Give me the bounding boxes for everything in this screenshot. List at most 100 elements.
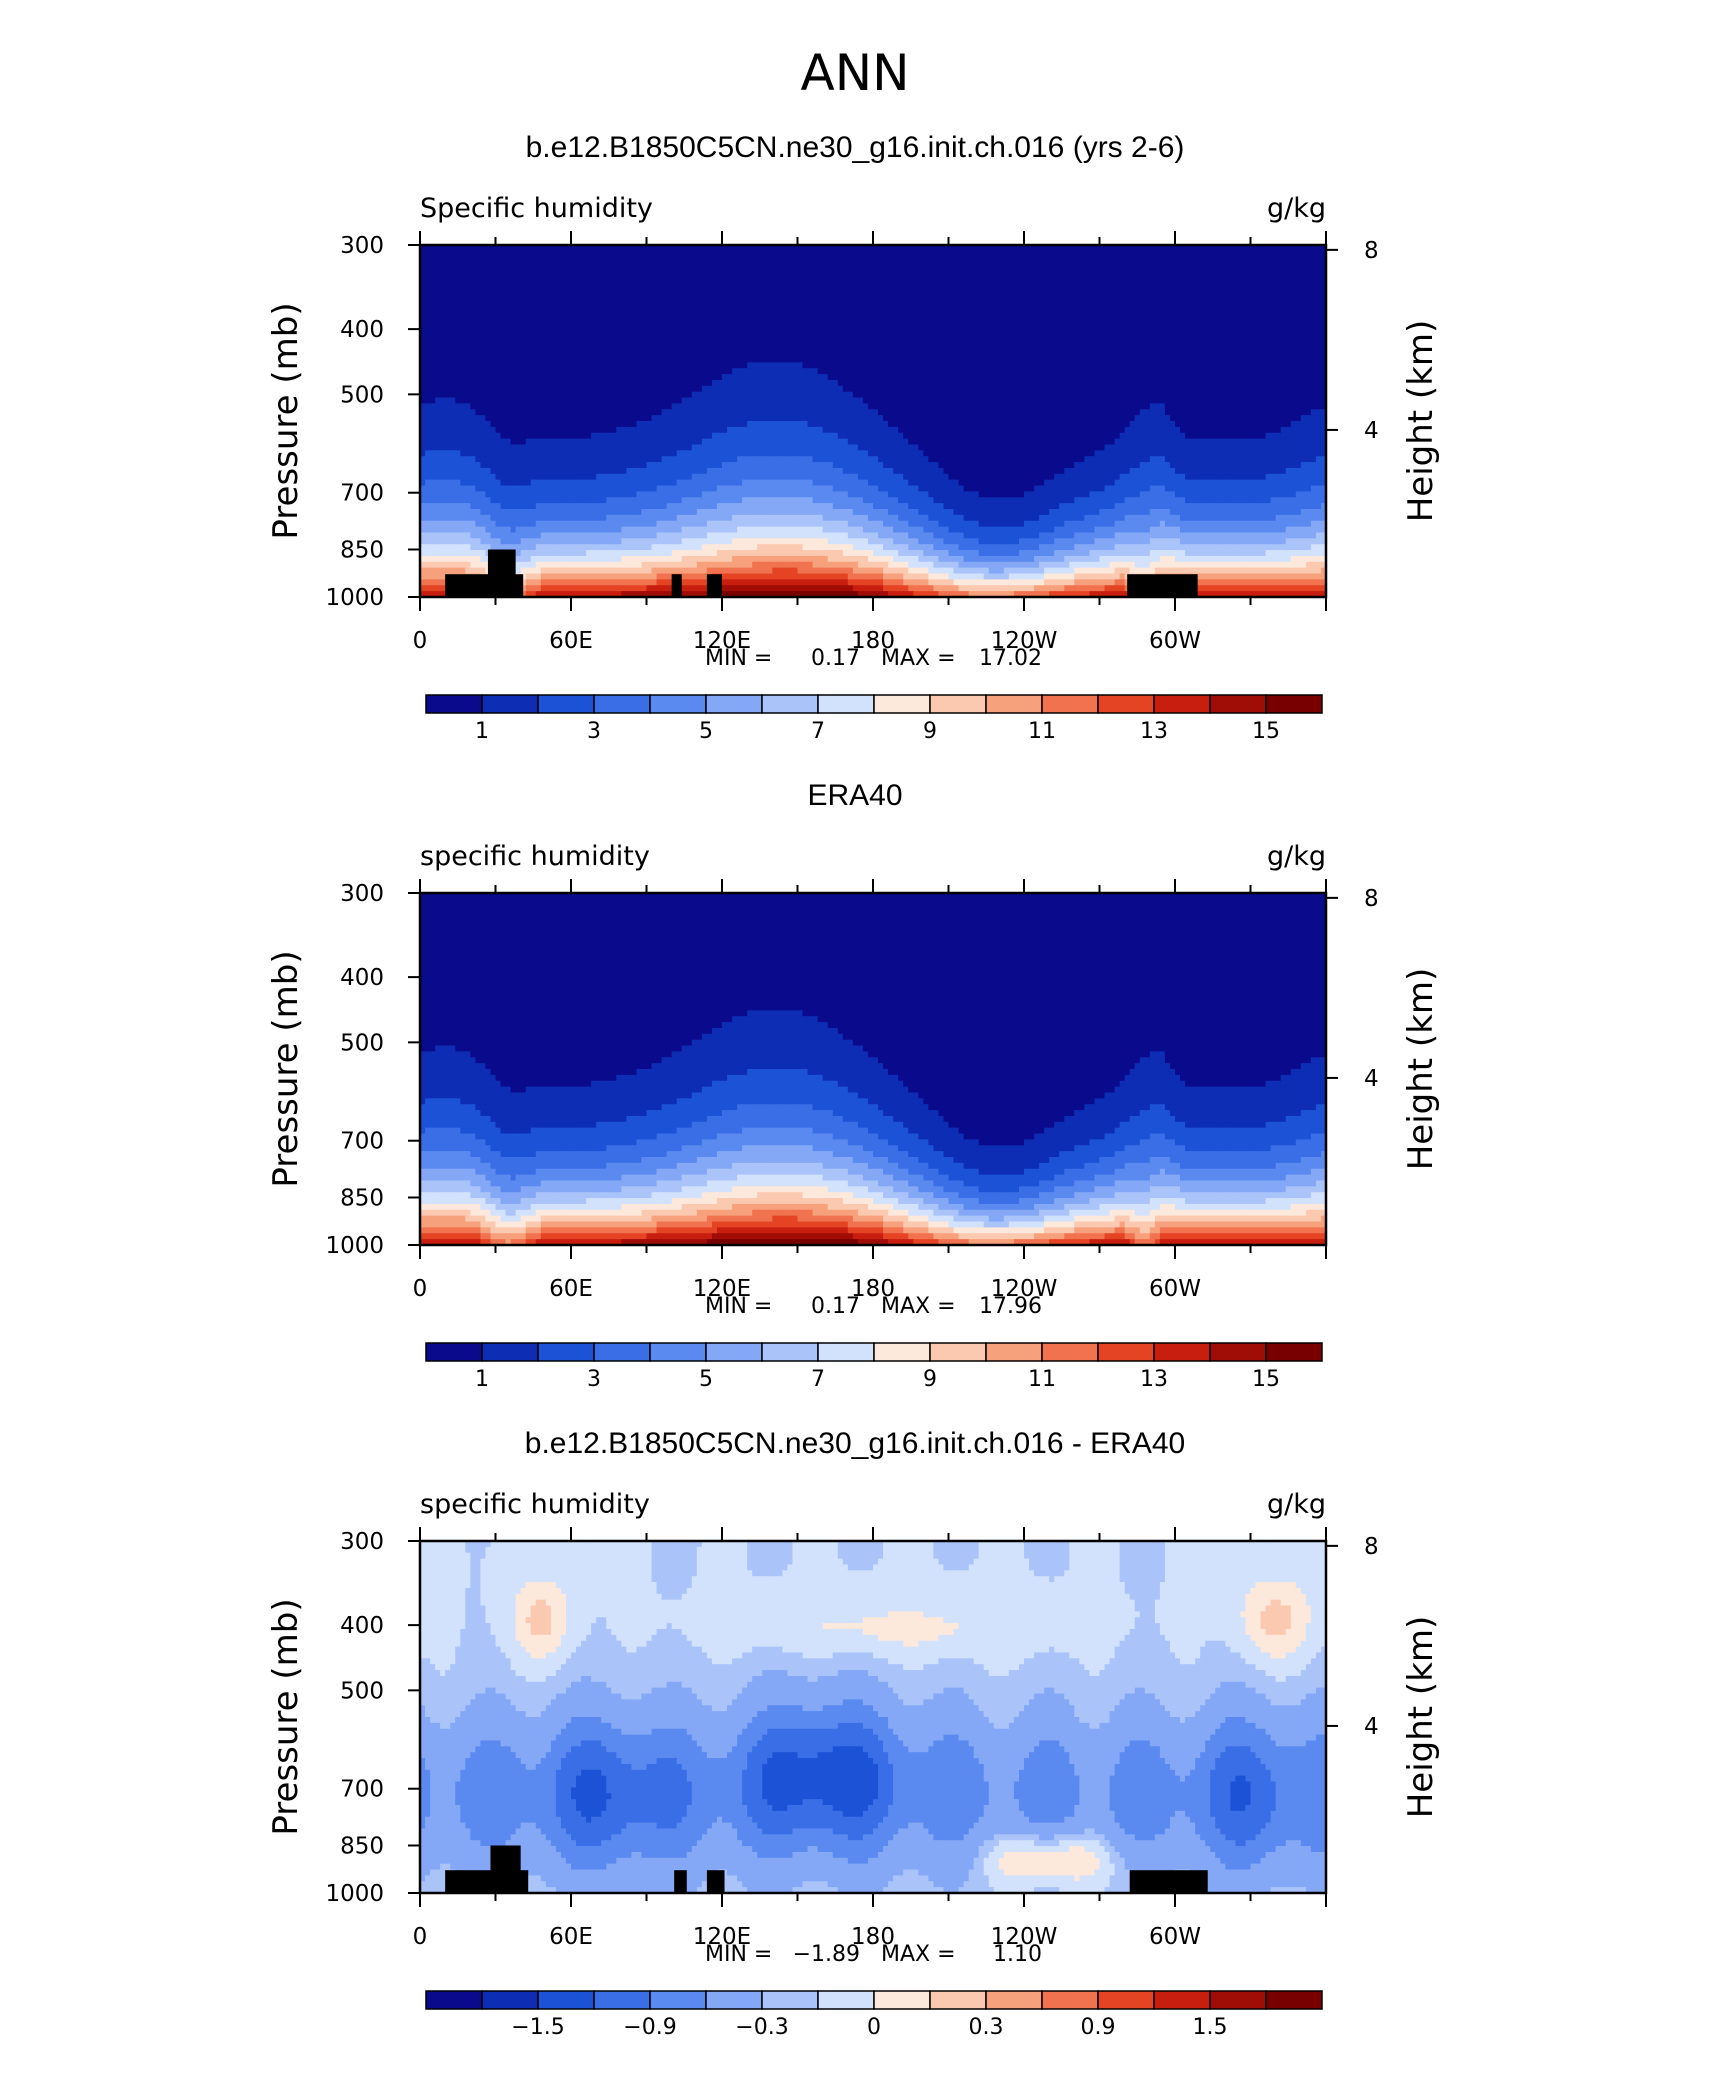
contour-cell <box>782 250 789 258</box>
contour-cell <box>666 321 673 328</box>
contour-cell <box>732 379 738 387</box>
contour-cell <box>1084 333 1091 340</box>
contour-cell <box>1099 333 1106 340</box>
contour-cell <box>1200 368 1206 375</box>
contour-cell <box>1003 368 1010 375</box>
contour-cell <box>1154 338 1161 346</box>
contour-cell <box>933 274 940 281</box>
contour-cell <box>1255 321 1262 328</box>
contour-cell <box>1305 397 1312 404</box>
contour-cell <box>656 315 663 322</box>
contour-cell <box>1109 297 1116 305</box>
contour-cell <box>862 245 869 252</box>
contour-cell <box>1119 297 1126 305</box>
contour-cell <box>913 286 919 293</box>
contour-cell <box>1129 356 1136 363</box>
contour-cell <box>651 280 658 287</box>
contour-cell <box>1305 344 1312 352</box>
contour-cell <box>807 303 814 311</box>
contour-cell <box>1190 262 1196 270</box>
contour-cell <box>1195 391 1201 399</box>
contour-cell <box>1018 362 1025 369</box>
contour-cell <box>867 385 874 393</box>
contour-cell <box>1220 268 1226 275</box>
contour-cell <box>822 291 829 299</box>
contour-cell <box>596 391 602 399</box>
contour-cell <box>898 268 904 275</box>
contour-cell <box>737 362 743 369</box>
contour-cell <box>1230 385 1236 393</box>
contour-cell <box>772 374 778 381</box>
contour-cell <box>1230 256 1236 264</box>
contour-cell <box>1235 379 1242 387</box>
contour-cell <box>928 333 934 340</box>
contour-cell <box>757 374 763 381</box>
contour-cell <box>550 256 557 264</box>
contour-cell <box>596 327 602 334</box>
contour-cell <box>933 286 940 293</box>
contour-cell <box>1265 374 1272 381</box>
contour-cell <box>656 338 663 346</box>
contour-cell <box>571 291 577 299</box>
contour-cell <box>661 368 668 375</box>
contour-cell <box>827 286 834 293</box>
contour-cell <box>571 362 577 369</box>
contour-cell <box>777 350 783 358</box>
contour-cell <box>973 344 980 352</box>
contour-cell <box>1134 291 1141 299</box>
contour-cell <box>812 309 819 316</box>
contour-cell <box>581 268 587 275</box>
contour-cell <box>973 321 980 328</box>
contour-cell <box>701 268 708 275</box>
contour-cell <box>792 362 799 369</box>
contour-cell <box>1018 391 1025 399</box>
contour-cell <box>837 321 844 328</box>
contour-cell <box>893 291 899 299</box>
contour-cell <box>1215 379 1221 387</box>
contour-cell <box>435 297 441 305</box>
contour-cell <box>1265 356 1272 363</box>
contour-cell <box>923 397 929 404</box>
contour-cell <box>1315 350 1322 358</box>
contour-cell <box>1205 338 1211 346</box>
contour-cell <box>727 262 733 270</box>
contour-cell <box>701 297 708 305</box>
contour-cell <box>1300 250 1307 258</box>
contour-cell <box>817 309 824 316</box>
contour-cell <box>1099 391 1106 399</box>
contour-cell <box>646 403 653 410</box>
contour-cell <box>1300 391 1307 399</box>
contour-cell <box>913 315 919 322</box>
contour-cell <box>732 315 738 322</box>
contour-cell <box>1084 262 1091 270</box>
contour-cell <box>988 315 995 322</box>
contour-cell <box>576 403 582 410</box>
contour-cell <box>832 391 839 399</box>
contour-cell <box>1305 245 1312 252</box>
contour-cell <box>893 327 899 334</box>
contour-cell <box>772 245 778 252</box>
contour-cell <box>581 280 587 287</box>
contour-cell <box>1069 344 1075 352</box>
contour-cell <box>847 286 854 293</box>
contour-cell <box>948 262 955 270</box>
contour-cell <box>953 356 960 363</box>
contour-cell <box>1144 250 1151 258</box>
contour-cell <box>953 291 960 299</box>
contour-cell <box>883 303 889 311</box>
contour-cell <box>475 350 481 358</box>
contour-cell <box>862 403 869 410</box>
contour-cell <box>802 391 809 399</box>
contour-cell <box>787 327 794 334</box>
contour-cell <box>737 321 743 328</box>
contour-cell <box>1134 374 1141 381</box>
contour-cell <box>626 309 632 316</box>
contour-cell <box>706 250 713 258</box>
contour-cell <box>651 309 658 316</box>
contour-cell <box>1124 327 1131 334</box>
contour-cell <box>1240 327 1247 334</box>
contour-cell <box>500 333 507 340</box>
contour-cell <box>732 403 738 410</box>
contour-cell <box>1265 315 1272 322</box>
contour-cell <box>998 321 1005 328</box>
